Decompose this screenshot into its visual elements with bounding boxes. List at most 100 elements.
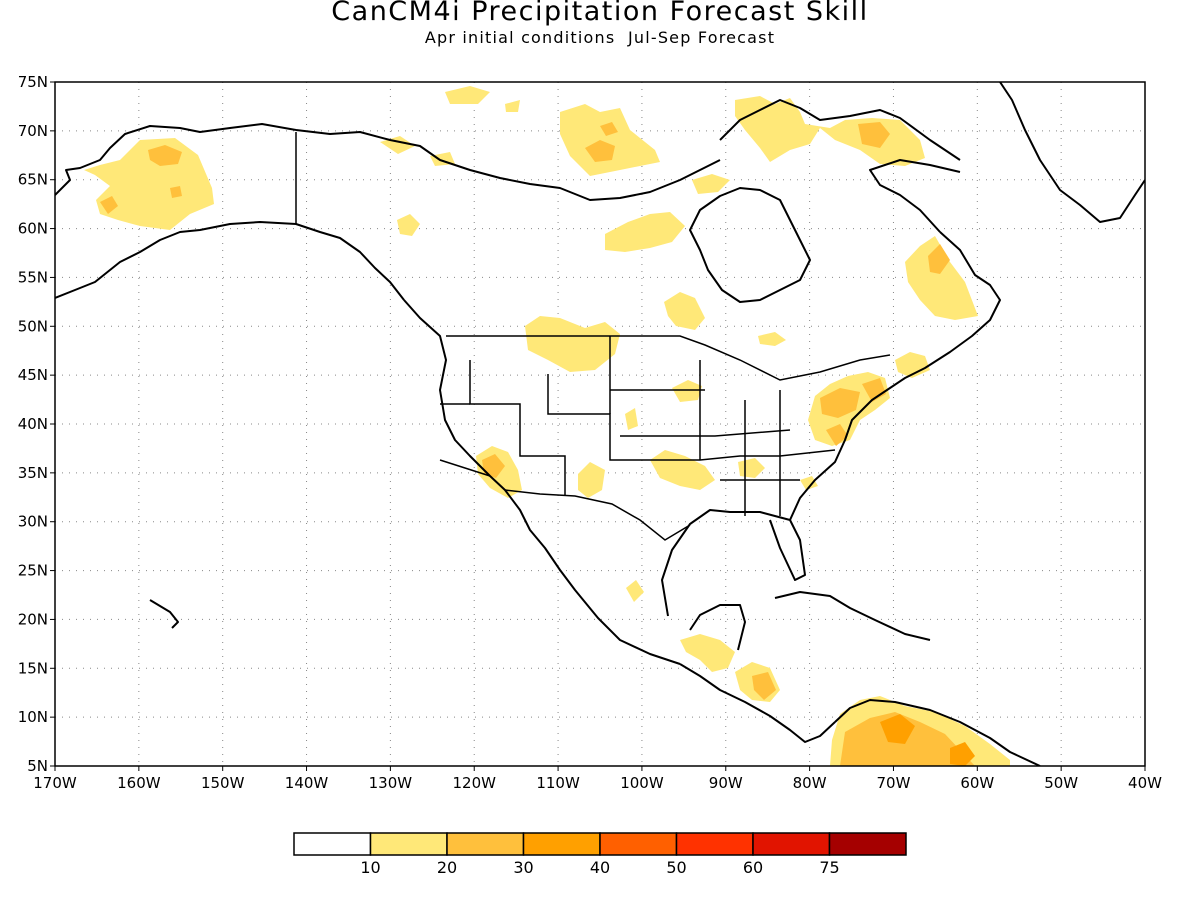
border-us-states-4 bbox=[610, 389, 800, 481]
coast-greenland bbox=[999, 82, 1145, 223]
colorbar-swatch bbox=[369, 832, 448, 856]
skill-area-yucatan bbox=[680, 634, 735, 672]
coast-gulf bbox=[661, 509, 806, 617]
colorbar: 10 20 30 40 50 60 75 bbox=[293, 832, 907, 877]
coast-alaska bbox=[55, 221, 405, 301]
lon-tick-label: 130W bbox=[369, 774, 413, 792]
colorbar-label: 10 bbox=[360, 858, 380, 877]
colorbar-swatch bbox=[293, 832, 372, 856]
colorbar-label: 30 bbox=[513, 858, 533, 877]
skill-area-arctic-core bbox=[585, 140, 615, 162]
skill-area-labrador-core bbox=[928, 244, 950, 274]
skill-area-venezuela-peak bbox=[880, 714, 915, 744]
skill-area-baffin-1 bbox=[735, 96, 925, 166]
lat-tick-label: 55N bbox=[18, 268, 48, 286]
colorbar-label: 75 bbox=[819, 858, 839, 877]
lon-tick-label: 80W bbox=[793, 774, 827, 792]
border-us-states-2 bbox=[547, 374, 836, 461]
skill-area-alaska-west bbox=[100, 196, 118, 214]
skill-area-labrador bbox=[905, 236, 978, 320]
coast-labrador bbox=[869, 159, 961, 233]
coast-baffin bbox=[719, 99, 961, 161]
lat-tick-label: 25N bbox=[18, 562, 48, 580]
colorbar-label: 40 bbox=[590, 858, 610, 877]
map-frame bbox=[54, 81, 1146, 767]
skill-area-hudson bbox=[692, 174, 730, 194]
skill-area-georgia bbox=[800, 476, 818, 490]
skill-area-alaska-core bbox=[148, 145, 182, 166]
lon-tick-label: 110W bbox=[536, 774, 580, 792]
colorbar-swatch bbox=[599, 832, 678, 856]
colorbar-swatch bbox=[675, 832, 754, 856]
border-us-states-1 bbox=[469, 360, 566, 496]
coastlines bbox=[55, 82, 1145, 766]
political-borders bbox=[295, 132, 891, 541]
lat-tick-label: 5N bbox=[27, 757, 48, 775]
lat-tick-label: 35N bbox=[18, 464, 48, 482]
map-gridlines bbox=[55, 82, 1145, 766]
border-us-canada bbox=[446, 335, 891, 381]
border-us-mexico bbox=[504, 489, 691, 541]
lon-tick-label: 100W bbox=[620, 774, 664, 792]
skill-30-40-areas bbox=[880, 714, 975, 766]
skill-area-new-england-core bbox=[862, 378, 886, 402]
coast-arctic bbox=[295, 129, 721, 201]
skill-shading bbox=[84, 86, 1010, 766]
lon-tick-label: 50W bbox=[1044, 774, 1078, 792]
coast-yucatan bbox=[689, 604, 746, 651]
lat-tick-label: 30N bbox=[18, 513, 48, 531]
lon-tick-label: 140W bbox=[285, 774, 329, 792]
skill-area-kansas bbox=[625, 408, 638, 430]
coast-alaska-west bbox=[55, 123, 297, 196]
skill-area-prairies bbox=[525, 316, 620, 372]
skill-area-ontario bbox=[664, 292, 705, 330]
skill-area-new-mexico bbox=[578, 462, 605, 498]
skill-area-southwest-core bbox=[482, 454, 505, 478]
skill-area-arctic-3 bbox=[560, 104, 660, 176]
coast-south-america bbox=[834, 699, 1041, 766]
lat-tick-label: 45N bbox=[18, 366, 48, 384]
skill-area-arkansas bbox=[738, 458, 765, 478]
lon-tick-label: 160W bbox=[117, 774, 161, 792]
skill-area-virginia-core bbox=[826, 424, 848, 446]
lat-tick-label: 20N bbox=[18, 610, 48, 628]
lon-tick-label: 60W bbox=[960, 774, 994, 792]
longitude-axis: 170W 160W 150W 140W 130W 120W 110W 100W 90W 80W 70… bbox=[33, 766, 1162, 792]
latitude-axis: 5N 10N 15N 20N 25N 30N 35N 40N 45N 50N 55N 60N 65N 70… bbox=[18, 73, 55, 775]
border-us-states-3 bbox=[609, 336, 781, 516]
skill-area-mexico bbox=[626, 580, 644, 602]
skill-area-arctic-1 bbox=[445, 86, 490, 104]
coast-east-us bbox=[789, 231, 1001, 521]
skill-area-northeast-core bbox=[820, 388, 860, 418]
colorbar-swatch bbox=[752, 832, 831, 856]
colorbar-label: 60 bbox=[743, 858, 763, 877]
lat-tick-label: 65N bbox=[18, 171, 48, 189]
coast-hawaii bbox=[149, 599, 179, 629]
colorbar-swatch bbox=[828, 832, 907, 856]
skill-area-iowa bbox=[672, 380, 702, 402]
colorbar-swatch bbox=[446, 832, 525, 856]
skill-area-alaska-south bbox=[170, 186, 182, 198]
skill-area-arctic-2 bbox=[505, 100, 520, 112]
lon-tick-label: 40W bbox=[1128, 774, 1162, 792]
colorbar-swatch bbox=[522, 832, 601, 856]
lon-tick-label: 150W bbox=[201, 774, 245, 792]
skill-area-arctic-core-2 bbox=[600, 122, 618, 136]
skill-area-maine bbox=[895, 352, 930, 378]
skill-area-oklahoma bbox=[650, 450, 715, 490]
skill-area-guyana-peak bbox=[950, 742, 975, 766]
lat-tick-label: 75N bbox=[18, 73, 48, 91]
lat-tick-label: 15N bbox=[18, 659, 48, 677]
lon-tick-label: 120W bbox=[452, 774, 496, 792]
colorbar-label: 50 bbox=[666, 858, 686, 877]
coast-central-america bbox=[679, 663, 836, 743]
lat-tick-label: 70N bbox=[18, 122, 48, 140]
coast-hudson-bay bbox=[689, 187, 811, 303]
border-us-states-5 bbox=[439, 403, 491, 477]
map-subtitle: Apr initial conditions Jul-Sep Forecast bbox=[424, 28, 776, 47]
colorbar-label: 20 bbox=[437, 858, 457, 877]
lat-tick-label: 60N bbox=[18, 220, 48, 238]
skill-area-bc-north bbox=[397, 214, 420, 236]
lat-tick-label: 10N bbox=[18, 708, 48, 726]
lon-tick-label: 90W bbox=[709, 774, 743, 792]
